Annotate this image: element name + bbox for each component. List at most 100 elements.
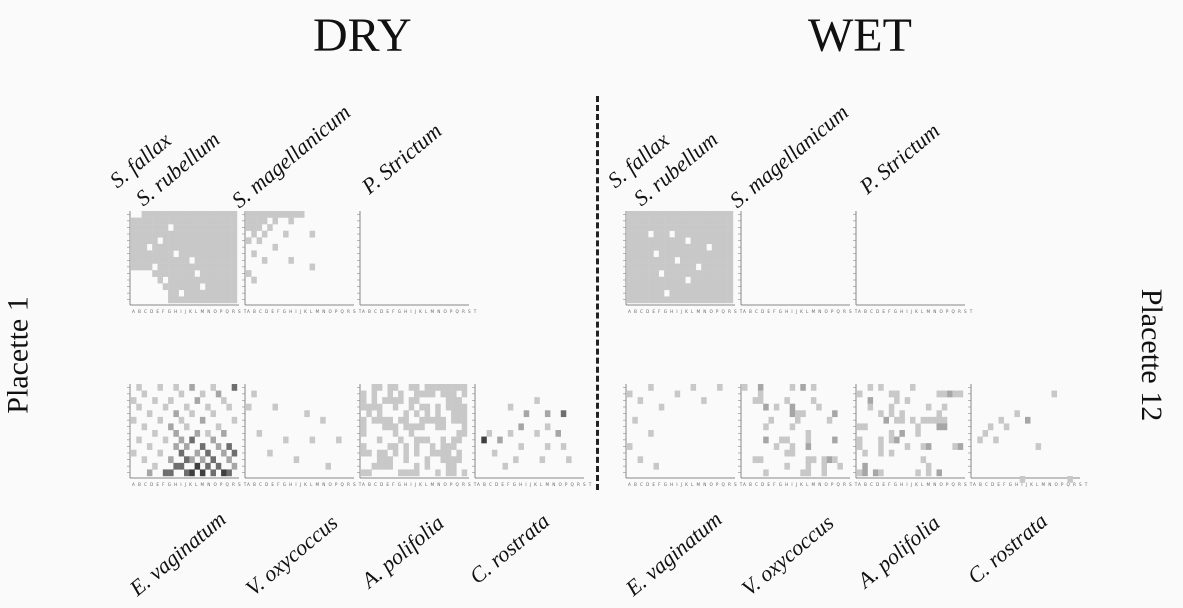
presence-cell	[288, 217, 294, 225]
presence-cell	[711, 211, 718, 218]
presence-cell	[878, 436, 884, 444]
presence-cell	[226, 250, 232, 258]
presence-cell	[648, 384, 654, 391]
presence-cell	[706, 217, 712, 225]
presence-cell	[518, 443, 524, 450]
presence-cell	[637, 263, 644, 271]
presence-cell	[152, 230, 158, 238]
presence-cell	[320, 416, 326, 424]
presence-cell	[711, 257, 718, 264]
presence-cell	[674, 289, 681, 297]
x-tick-labels: A B C D E F G H I J K L M N O P Q R S T	[477, 482, 592, 487]
presence-cell	[304, 410, 310, 418]
presence-cell	[189, 469, 195, 477]
presence-cell	[199, 230, 206, 238]
presence-cell	[189, 276, 195, 284]
presence-cell	[231, 283, 238, 291]
presence-cell	[231, 416, 238, 424]
presence-cell	[226, 224, 232, 231]
x-tick-labels: A B C D E F G H I J K L M N O P Q R S T	[858, 309, 973, 314]
presence-cell	[878, 449, 884, 457]
presence-cell	[832, 410, 838, 418]
presence-cell	[152, 257, 158, 264]
presence-cell	[653, 283, 659, 291]
presence-cell	[867, 384, 874, 391]
presence-cell	[293, 211, 300, 218]
presence-cell	[789, 384, 796, 391]
presence-cell	[456, 403, 462, 411]
presence-cell	[784, 449, 790, 457]
presence-cell	[231, 263, 238, 271]
presence-cell	[816, 403, 822, 411]
presence-cell	[727, 250, 734, 258]
presence-cell	[146, 443, 153, 450]
presence-cell	[387, 384, 393, 391]
presence-cell	[445, 462, 452, 470]
presence-cell	[419, 416, 425, 424]
presence-cell	[637, 257, 644, 264]
presence-cell	[717, 217, 723, 225]
presence-cell	[695, 224, 702, 231]
presence-cell	[215, 296, 222, 304]
presence-cell	[435, 410, 441, 418]
presence-cell	[382, 449, 388, 457]
presence-cell	[680, 243, 686, 251]
presence-cell	[451, 443, 457, 450]
presence-cell	[162, 217, 169, 225]
presence-cell	[136, 243, 142, 251]
presence-cell	[194, 296, 201, 304]
presence-cell	[194, 397, 201, 404]
presence-cell	[632, 230, 638, 238]
presence-cell	[173, 217, 179, 225]
presence-cell	[717, 230, 723, 238]
presence-cell	[456, 410, 462, 418]
presence-cell	[632, 250, 638, 258]
presence-cell	[361, 449, 367, 457]
presence-cell	[664, 237, 670, 245]
presence-cell	[366, 410, 372, 418]
presence-cell	[717, 384, 723, 391]
presence-cell	[152, 211, 158, 218]
presence-cell	[658, 283, 665, 291]
presence-cell	[231, 462, 238, 470]
presence-cell	[371, 403, 378, 411]
presence-cell	[752, 456, 759, 464]
presence-cell	[653, 217, 659, 225]
presence-cell	[168, 469, 174, 477]
presence-cell	[199, 257, 206, 264]
presence-cell	[690, 384, 697, 391]
presence-cell	[642, 211, 649, 218]
presence-cell	[435, 469, 441, 477]
presence-cell	[414, 443, 420, 450]
presence-cell	[157, 243, 163, 251]
presence-cell	[221, 289, 227, 297]
presence-cell	[226, 296, 232, 304]
presence-cell	[152, 462, 158, 470]
presence-cell	[789, 410, 796, 418]
presence-cell	[711, 230, 718, 238]
presence-cell	[231, 217, 238, 225]
presence-cell	[226, 289, 232, 297]
presence-cell	[221, 230, 227, 238]
presence-cell	[941, 416, 948, 424]
presence-cell	[674, 243, 681, 251]
presence-cell	[210, 456, 216, 464]
presence-cell	[627, 217, 633, 225]
presence-cell	[701, 296, 707, 304]
presence-cell	[701, 276, 707, 284]
presence-cell	[805, 430, 812, 437]
presence-cell	[664, 276, 670, 284]
presence-cell	[1051, 390, 1057, 398]
presence-cell	[387, 443, 393, 450]
presence-cell	[226, 403, 232, 411]
presence-cell	[560, 443, 567, 450]
presence-cell	[215, 237, 222, 245]
presence-cell	[456, 384, 462, 391]
presence-cell	[690, 224, 697, 231]
presence-cell	[680, 296, 686, 304]
presence-cell	[277, 211, 284, 218]
presence-cell	[878, 469, 884, 477]
presence-cell	[701, 230, 707, 238]
presence-cell	[168, 296, 174, 304]
presence-cell	[857, 423, 863, 431]
